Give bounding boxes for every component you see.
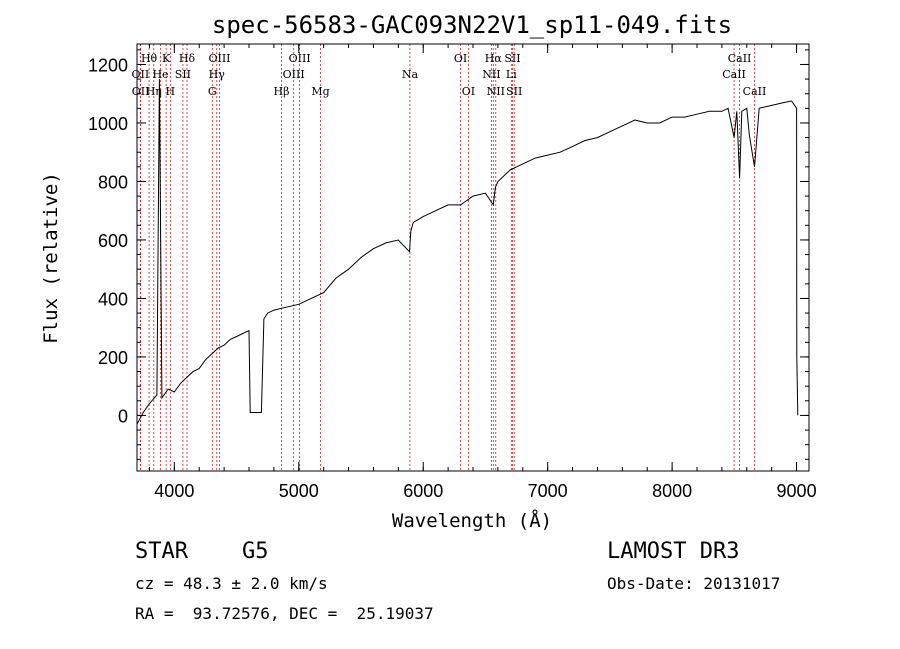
line-markers: [139, 44, 755, 471]
line-marker-label: OIII: [208, 52, 230, 65]
x-tick-label: 4000: [154, 481, 194, 501]
line-marker-label: Hα: [485, 52, 503, 65]
line-marker-label: Hθ: [141, 52, 158, 65]
line-marker-label: OI: [454, 52, 467, 65]
plot-frame: [136, 43, 810, 472]
y-tick-label: 400: [98, 289, 128, 309]
x-tick-label: 8000: [652, 481, 692, 501]
line-marker-label: NII: [482, 68, 500, 81]
chart-title: spec-56583-GAC093N22V1_sp11-049.fits: [212, 11, 732, 39]
spectral-subclass: G5: [242, 539, 269, 564]
x-tick-label: 6000: [403, 481, 443, 501]
line-marker-label: Na: [402, 68, 419, 81]
y-tick-label: 1000: [88, 114, 128, 134]
x-axis: 4000 5000 6000 7000 8000 9000: [148, 44, 817, 501]
y-tick-label: 800: [98, 172, 128, 192]
y-tick-label: 0: [118, 406, 128, 426]
coordinates: RA = 93.72576, DEC = 25.19037: [135, 604, 434, 623]
line-marker-label: He: [152, 68, 168, 81]
x-tick-label: 7000: [528, 481, 568, 501]
line-marker-label: OII: [132, 85, 150, 98]
x-tick-label: 9000: [777, 481, 817, 501]
line-marker-label: OII: [132, 68, 150, 81]
line-marker-label: K: [162, 52, 171, 65]
line-marker-label: SII: [506, 85, 522, 98]
line-marker-label: H: [166, 85, 176, 98]
redshift-value: cz = 48.3 ± 2.0 km/s: [135, 574, 328, 593]
line-marker-label: SII: [175, 68, 191, 81]
line-marker-label: Mg: [311, 85, 329, 98]
y-tick-label: 200: [98, 348, 128, 368]
observation-date: Obs-Date: 20131017: [607, 574, 781, 593]
line-marker-label: OIII: [289, 52, 311, 65]
spectrum-line: [136, 79, 799, 425]
line-marker-label: CaII: [722, 68, 746, 81]
line-marker-label: NII: [487, 85, 505, 98]
line-marker-label: CaII: [728, 52, 752, 65]
y-tick-label: 1200: [88, 55, 128, 75]
y-axis: 0 200 400 600 800 1000 1200: [88, 49, 809, 460]
line-marker-label: Li: [506, 68, 517, 81]
line-marker-label: Hβ: [274, 85, 290, 98]
line-marker-label: OI: [462, 85, 475, 98]
line-marker-label: SII: [504, 52, 520, 65]
survey-name: LAMOST DR3: [607, 539, 740, 564]
y-tick-label: 600: [98, 231, 128, 251]
line-marker-label: Hη: [146, 85, 162, 98]
line-marker-label: Hγ: [209, 68, 226, 81]
x-axis-label: Wavelength (Å): [392, 509, 552, 532]
y-axis-label: Flux (relative): [40, 172, 62, 344]
line-marker-label: Hδ: [179, 52, 196, 65]
x-tick-label: 5000: [279, 481, 319, 501]
object-class: STAR: [135, 539, 188, 564]
line-marker-label: G: [208, 85, 217, 98]
line-marker-label: CaII: [743, 85, 767, 98]
line-marker-label: OIII: [283, 68, 305, 81]
